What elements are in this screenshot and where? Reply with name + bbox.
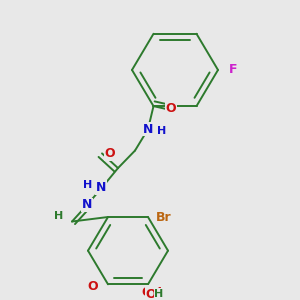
Text: N: N — [143, 123, 153, 136]
Text: OH: OH — [142, 286, 163, 298]
Text: H: H — [158, 126, 166, 136]
Text: H: H — [154, 289, 164, 299]
Text: F: F — [229, 64, 237, 76]
Text: O: O — [105, 147, 115, 160]
Text: H: H — [54, 211, 64, 221]
Text: N: N — [82, 199, 92, 212]
Text: H: H — [83, 180, 93, 190]
Text: N: N — [96, 181, 106, 194]
Text: O: O — [146, 287, 156, 300]
Text: Br: Br — [156, 211, 172, 224]
Text: O: O — [166, 102, 176, 115]
Text: O: O — [88, 280, 98, 293]
